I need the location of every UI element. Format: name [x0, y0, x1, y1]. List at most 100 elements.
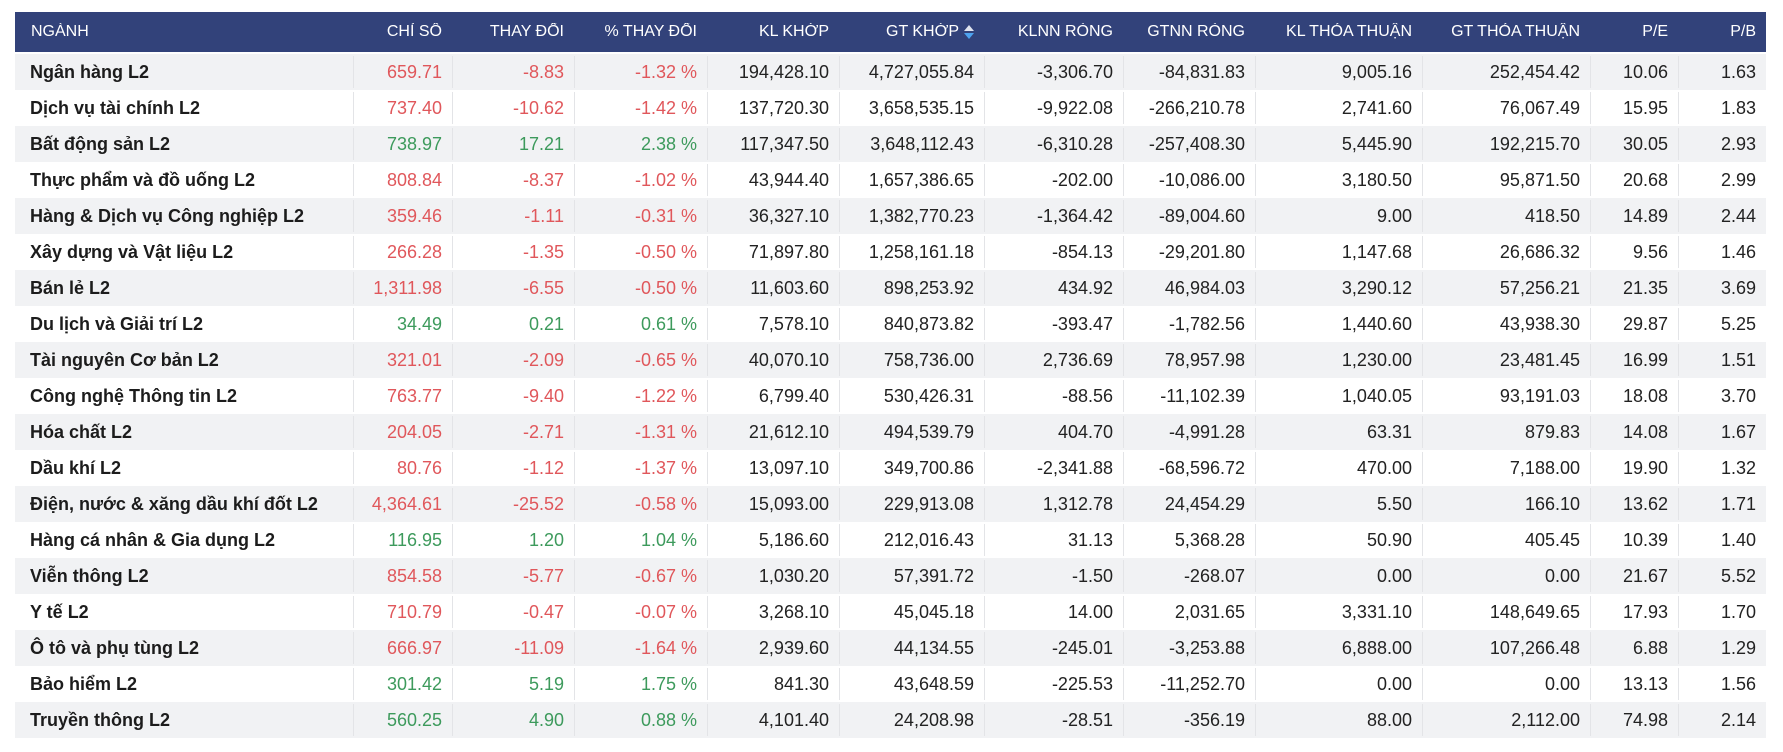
- sector-name[interactable]: Truyền thông L2: [30, 710, 171, 730]
- table-row[interactable]: Hóa chất L2 204.05 -2.71 -1.31 % 21,612.10 49…: [15, 414, 1766, 450]
- sort-desc-icon[interactable]: [964, 24, 974, 39]
- table-row[interactable]: Thực phẩm và đồ uống L2 808.84 -8.37 -1.02 …: [15, 162, 1766, 198]
- table-header: NGÀNH CHỈ SỐ THAY ĐỔI % THAY ĐỔI KL KHỚP…: [15, 12, 1766, 52]
- klnn-rong-value: 1,312.78: [984, 488, 1123, 520]
- change-value: -11.09: [452, 632, 574, 664]
- pb-value: 3.70: [1678, 380, 1766, 412]
- header-kl-thoa-thuan[interactable]: KL THỎA THUẬN: [1286, 23, 1412, 40]
- kl-khop-value: 36,327.10: [707, 200, 839, 232]
- pct-change-value: 1.04 %: [574, 524, 707, 556]
- change-value: 4.90: [452, 704, 574, 736]
- table-row[interactable]: Hàng & Dịch vụ Công nghiệp L2 359.46 -1.11…: [15, 198, 1766, 234]
- kl-khop-value: 6,799.40: [707, 380, 839, 412]
- pe-value: 10.39: [1590, 524, 1678, 556]
- table-row[interactable]: Dầu khí L2 80.76 -1.12 -1.37 % 13,097.10 349,…: [15, 450, 1766, 486]
- index-value: 808.84: [353, 164, 452, 196]
- gt-thoa-thuan-value: 148,649.65: [1422, 596, 1590, 628]
- table-row[interactable]: Công nghệ Thông tin L2 763.77 -9.40 -1.22 %…: [15, 378, 1766, 414]
- gt-thoa-thuan-value: 95,871.50: [1422, 164, 1590, 196]
- sector-name[interactable]: Hàng & Dịch vụ Công nghiệp L2: [30, 206, 304, 226]
- kl-khop-value: 4,101.40: [707, 704, 839, 736]
- table-row[interactable]: Dịch vụ tài chính L2 737.40 -10.62 -1.42 % 1…: [15, 90, 1766, 126]
- gt-khop-value: 349,700.86: [839, 452, 984, 484]
- sector-name[interactable]: Điện, nước & xăng dầu khí đốt L2: [30, 494, 318, 514]
- table-row[interactable]: Hàng cá nhân & Gia dụng L2 116.95 1.20 1.04…: [15, 522, 1766, 558]
- header-nganh[interactable]: NGÀNH: [31, 23, 89, 40]
- table-row[interactable]: Bảo hiểm L2 301.42 5.19 1.75 % 841.30 43,648.…: [15, 666, 1766, 702]
- sector-name[interactable]: Xây dựng và Vật liệu L2: [30, 242, 234, 262]
- sector-name[interactable]: Ngân hàng L2: [30, 62, 150, 82]
- header-chi-so[interactable]: CHỈ SỐ: [386, 23, 442, 40]
- sector-name[interactable]: Ô tô và phụ tùng L2: [30, 638, 199, 658]
- table-row[interactable]: Bán lẻ L2 1,311.98 -6.55 -0.50 % 11,603.60 89…: [15, 270, 1766, 306]
- klnn-rong-value: -88.56: [984, 380, 1123, 412]
- sector-name[interactable]: Tài nguyên Cơ bản L2: [30, 350, 219, 370]
- sector-name[interactable]: Bán lẻ L2: [30, 278, 111, 298]
- index-value: 116.95: [353, 524, 452, 556]
- table-row[interactable]: Điện, nước & xăng dầu khí đốt L2 4,364.61…: [15, 486, 1766, 522]
- index-value: 659.71: [353, 56, 452, 88]
- pb-value: 1.56: [1678, 668, 1766, 700]
- change-value: -5.77: [452, 560, 574, 592]
- gt-thoa-thuan-value: 7,188.00: [1422, 452, 1590, 484]
- kl-thoa-thuan-value: 9,005.16: [1255, 56, 1422, 88]
- kl-thoa-thuan-value: 1,440.60: [1255, 308, 1422, 340]
- header-kl-khop[interactable]: KL KHỚP: [758, 23, 829, 40]
- header-klnn-rong[interactable]: KLNN RÒNG: [1017, 23, 1113, 40]
- sector-name[interactable]: Bất động sản L2: [30, 134, 171, 154]
- pe-value: 21.67: [1590, 560, 1678, 592]
- gtnn-rong-value: 78,957.98: [1123, 344, 1255, 376]
- header-pe[interactable]: P/E: [1642, 23, 1668, 40]
- table-row[interactable]: Ô tô và phụ tùng L2 666.97 -11.09 -1.64 % 2,…: [15, 630, 1766, 666]
- sector-name[interactable]: Công nghệ Thông tin L2: [30, 386, 237, 406]
- pe-value: 74.98: [1590, 704, 1678, 736]
- header-gt-khop[interactable]: GT KHỚP: [839, 23, 984, 41]
- gt-thoa-thuan-value: 418.50: [1422, 200, 1590, 232]
- sector-name[interactable]: Du lịch và Giải trí L2: [30, 314, 204, 334]
- header-gt-thoa-thuan[interactable]: GT THỎA THUẬN: [1451, 23, 1580, 40]
- pe-value: 18.08: [1590, 380, 1678, 412]
- pb-value: 1.51: [1678, 344, 1766, 376]
- table-row[interactable]: Xây dựng và Vật liệu L2 266.28 -1.35 -0.50 …: [15, 234, 1766, 270]
- klnn-rong-value: -245.01: [984, 632, 1123, 664]
- index-value: 321.01: [353, 344, 452, 376]
- sector-name[interactable]: Viễn thông L2: [30, 566, 149, 586]
- gt-khop-value: 494,539.79: [839, 416, 984, 448]
- kl-thoa-thuan-value: 3,331.10: [1255, 596, 1422, 628]
- sector-name[interactable]: Y tế L2: [30, 602, 89, 622]
- header-thay-doi[interactable]: THAY ĐỔI: [489, 23, 564, 40]
- gt-khop-value: 898,253.92: [839, 272, 984, 304]
- pe-value: 14.08: [1590, 416, 1678, 448]
- index-value: 80.76: [353, 452, 452, 484]
- sector-name[interactable]: Hóa chất L2: [30, 422, 133, 442]
- kl-khop-value: 1,030.20: [707, 560, 839, 592]
- pb-value: 2.93: [1678, 128, 1766, 160]
- pe-value: 15.95: [1590, 92, 1678, 124]
- pe-value: 20.68: [1590, 164, 1678, 196]
- header-gt-khop-label: GT KHỚP: [886, 23, 959, 40]
- gt-khop-value: 530,426.31: [839, 380, 984, 412]
- header-gtnn-rong[interactable]: GTNN RÒNG: [1147, 23, 1245, 40]
- header-pct-thay-doi[interactable]: % THAY ĐỔI: [604, 23, 697, 40]
- header-pb[interactable]: P/B: [1730, 23, 1756, 40]
- table-row[interactable]: Du lịch và Giải trí L2 34.49 0.21 0.61 % 7,5…: [15, 306, 1766, 342]
- klnn-rong-value: -202.00: [984, 164, 1123, 196]
- pb-value: 3.69: [1678, 272, 1766, 304]
- pe-value: 10.06: [1590, 56, 1678, 88]
- sector-name[interactable]: Dầu khí L2: [30, 458, 122, 478]
- sector-name[interactable]: Hàng cá nhân & Gia dụng L2: [30, 530, 276, 550]
- kl-khop-value: 137,720.30: [707, 92, 839, 124]
- index-value: 266.28: [353, 236, 452, 268]
- table-row[interactable]: Ngân hàng L2 659.71 -8.83 -1.32 % 194,428.10…: [15, 54, 1766, 90]
- sector-name[interactable]: Dịch vụ tài chính L2: [30, 98, 201, 118]
- klnn-rong-value: -2,341.88: [984, 452, 1123, 484]
- table-row[interactable]: Y tế L2 710.79 -0.47 -0.07 % 3,268.10 45,045.…: [15, 594, 1766, 630]
- table-row[interactable]: Bất động sản L2 738.97 17.21 2.38 % 117,347.…: [15, 126, 1766, 162]
- table-row[interactable]: Tài nguyên Cơ bản L2 321.01 -2.09 -0.65 % 40…: [15, 342, 1766, 378]
- table-row[interactable]: Viễn thông L2 854.58 -5.77 -0.67 % 1,030.20 5…: [15, 558, 1766, 594]
- index-value: 560.25: [353, 704, 452, 736]
- gtnn-rong-value: -268.07: [1123, 560, 1255, 592]
- table-row[interactable]: Truyền thông L2 560.25 4.90 0.88 % 4,101.40 2…: [15, 702, 1766, 738]
- sector-name[interactable]: Bảo hiểm L2: [30, 674, 138, 694]
- sector-name[interactable]: Thực phẩm và đồ uống L2: [30, 170, 256, 190]
